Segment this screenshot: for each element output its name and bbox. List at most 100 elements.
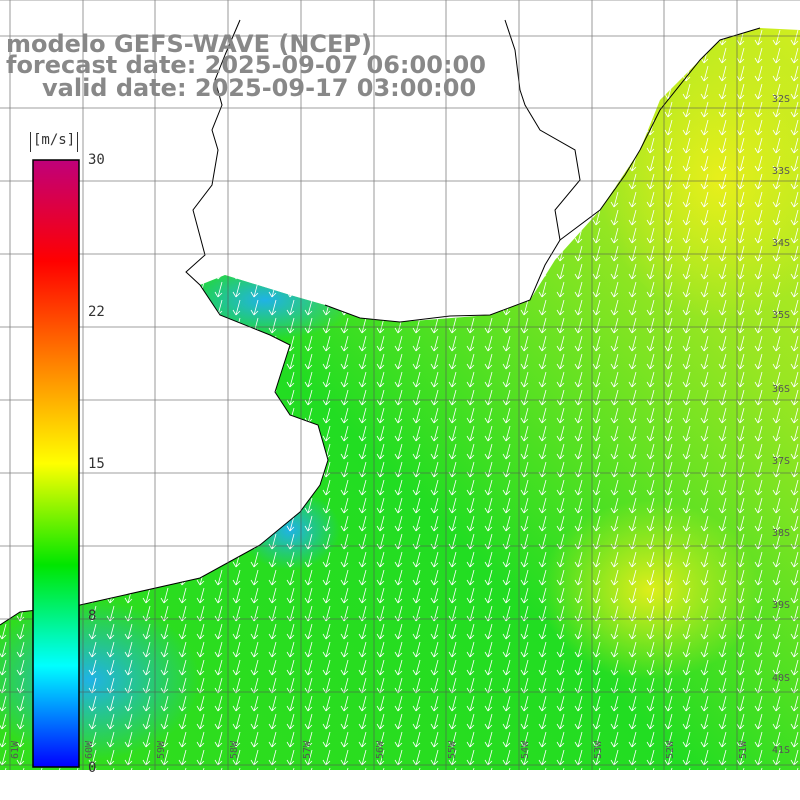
wind-arrow [178,443,187,460]
wind-arrow [682,425,691,442]
wind-arrow [322,659,331,676]
wind-arrow [142,641,151,658]
wind-arrow [790,281,799,298]
wind-arrow [502,479,511,496]
wind-arrow [232,443,241,460]
wind-arrow [286,515,295,532]
wind-arrow [502,515,511,532]
wind-arrow [340,407,349,424]
wind-arrow [700,65,709,82]
wind-arrow [340,245,349,262]
wind-arrow [484,479,493,496]
wind-arrow [268,443,277,460]
wind-arrow [646,137,655,154]
wind-arrow [412,299,421,316]
wind-arrow [610,749,619,766]
wind-arrow [610,299,619,316]
wind-arrow [232,731,241,748]
wind-arrow [232,515,241,532]
wind-arrow [646,191,655,208]
wind-arrow [700,317,709,334]
wind-arrow [106,749,115,766]
wind-arrow [88,263,97,280]
title-valid-date: valid date: 2025-09-17 03:00:00 [42,74,477,102]
wind-arrow [682,83,691,100]
wind-arrow [538,731,547,748]
wind-arrow [664,731,673,748]
wind-arrow [250,479,259,496]
wind-arrow [88,191,97,208]
wind-arrow [286,353,295,370]
wind-arrow [754,65,763,82]
wind-arrow [574,497,583,514]
wind-arrow [466,587,475,604]
wind-arrow [574,515,583,532]
wind-arrow [268,245,277,262]
wind-arrow [160,461,169,478]
wind-arrow [448,551,457,568]
wind-arrow [322,227,331,244]
wind-arrow [16,533,25,550]
wind-arrow [250,299,259,316]
wind-arrow [520,659,529,676]
wind-arrow [556,569,565,586]
wind-arrow [484,659,493,676]
wind-arrow [142,479,151,496]
wind-arrow [628,623,637,640]
wind-arrow [646,173,655,190]
wind-arrow [88,173,97,190]
wind-arrow [736,623,745,640]
wind-arrow [88,389,97,406]
wind-arrow [322,263,331,280]
wind-arrow [232,155,241,172]
wind-arrow [394,299,403,316]
wind-arrow [160,137,169,154]
wind-arrow [718,137,727,154]
wind-arrow [484,119,493,136]
wind-arrow [484,551,493,568]
wind-arrow [214,497,223,514]
wind-arrow [0,389,7,406]
wind-arrow [646,695,655,712]
wind-arrow [124,173,133,190]
wind-arrow [250,191,259,208]
wind-arrow [718,749,727,766]
wind-arrow [448,245,457,262]
wind-arrow [664,209,673,226]
wind-arrow [394,29,403,46]
wind-arrow [646,65,655,82]
colorbar-tick-0: 0 [88,760,97,776]
wind-arrow [142,749,151,766]
wind-arrow [304,299,313,316]
wind-arrow [448,209,457,226]
wind-arrow [322,317,331,334]
wind-arrow [790,587,799,604]
wind-arrow [304,731,313,748]
wind-arrow [664,425,673,442]
wind-arrow [0,587,7,604]
wind-arrow [16,155,25,172]
wind-arrow [322,587,331,604]
wind-arrow [772,389,781,406]
wind-arrow [790,551,799,568]
wind-arrow [610,587,619,604]
lon-label-55w: 55W [447,740,458,759]
wind-arrow [736,569,745,586]
wind-arrow [358,281,367,298]
wind-arrow [88,551,97,568]
wind-arrow [664,173,673,190]
wind-arrow [646,281,655,298]
wind-arrow [682,767,691,770]
wind-arrow [214,245,223,262]
lat-label-33s: 33S [771,166,790,177]
wind-arrow [124,767,133,770]
wind-arrow [376,569,385,586]
wind-arrow [754,245,763,262]
wind-arrow [682,569,691,586]
wind-arrow [376,425,385,442]
wind-arrow [592,389,601,406]
wind-arrow [430,587,439,604]
wind-arrow [448,137,457,154]
wind-arrow [790,227,799,244]
wind-arrow [430,641,439,658]
